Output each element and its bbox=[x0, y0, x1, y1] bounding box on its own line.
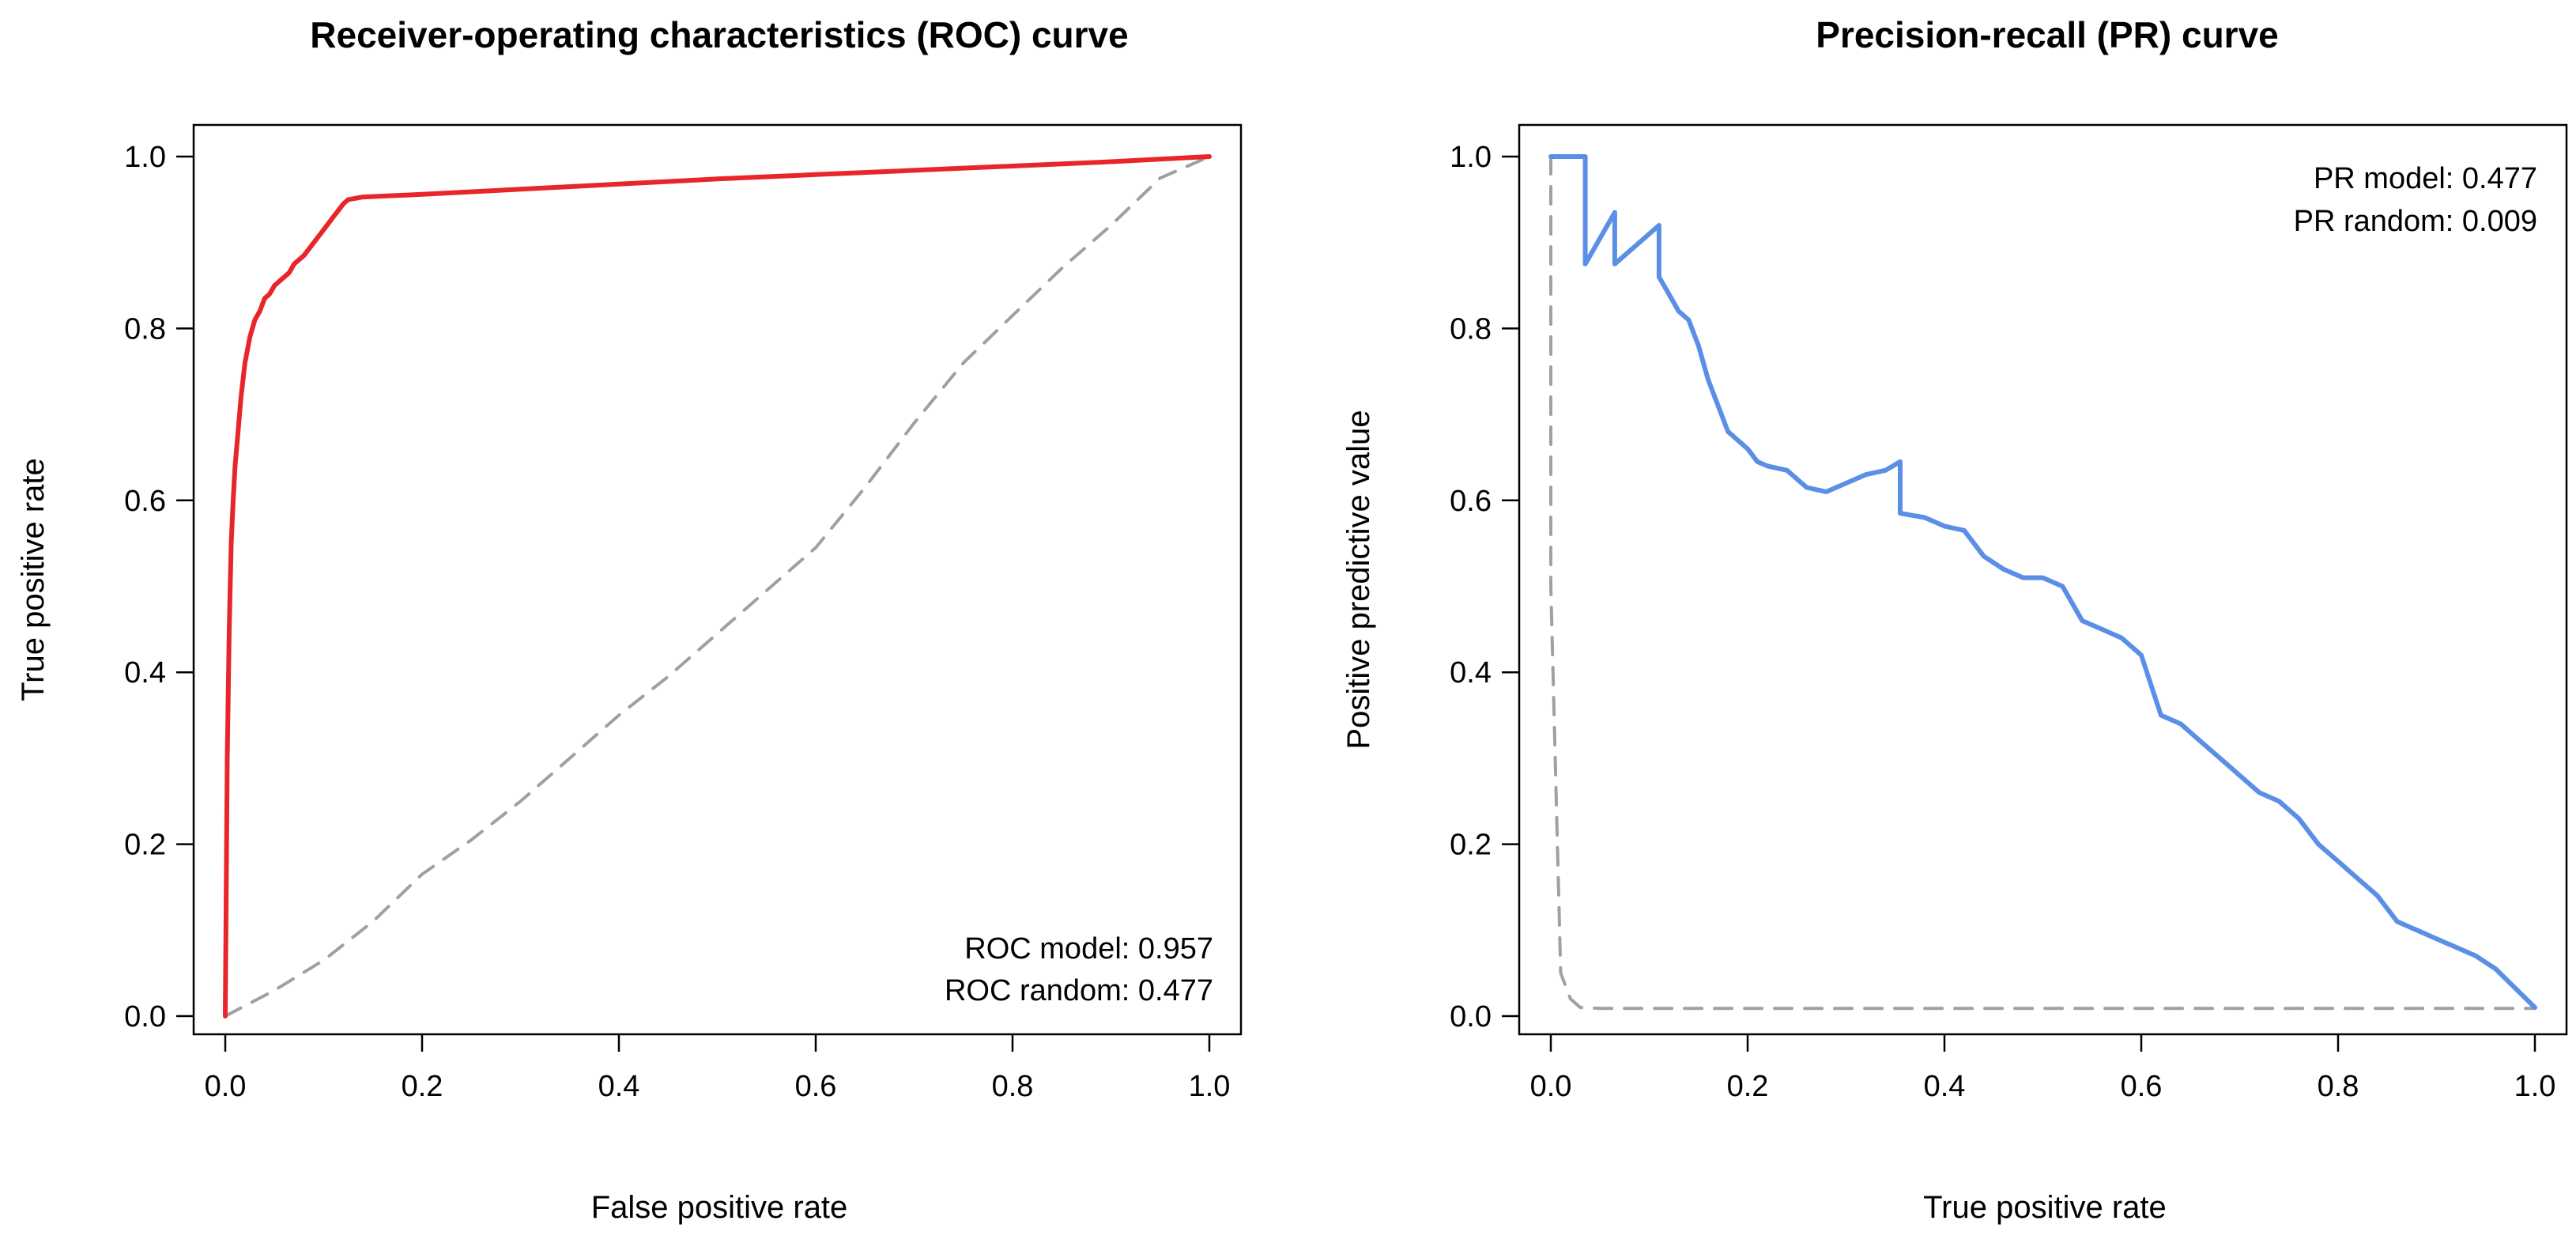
roc-title: Receiver-operating characteristics (ROC)… bbox=[310, 14, 1128, 55]
pr-y-tick-label: 0.8 bbox=[1450, 312, 1492, 346]
roc-plot-frame bbox=[192, 123, 1243, 1036]
pr-title: Precision-recall (PR) curve bbox=[1816, 14, 2278, 55]
pr-y-tick-label: 0.2 bbox=[1450, 829, 1492, 862]
roc-y-tick-label: 1.0 bbox=[124, 141, 166, 174]
pr-y-ticks: 0.0 0.2 0.4 0.6 0.8 1.0 bbox=[1450, 141, 1519, 1033]
roc-y-axis-label: True positive rate bbox=[16, 458, 51, 701]
roc-legend-model: ROC model: 0.957 bbox=[964, 932, 1213, 965]
pr-x-tick-label: 0.6 bbox=[2121, 1070, 2163, 1103]
pr-legend-model: PR model: 0.477 bbox=[2314, 162, 2537, 195]
roc-x-tick-label: 1.0 bbox=[1189, 1070, 1231, 1103]
roc-x-tick-label: 0.6 bbox=[795, 1070, 837, 1103]
roc-legend-random: ROC random: 0.477 bbox=[945, 974, 1213, 1007]
pr-y-axis-label: Positive predictive value bbox=[1341, 410, 1376, 749]
pr-x-tick-label: 0.4 bbox=[1924, 1070, 1966, 1103]
roc-x-tick-label: 0.0 bbox=[205, 1070, 247, 1103]
pr-series-pr-random bbox=[1549, 155, 2536, 1011]
pr-x-tick-label: 0.0 bbox=[1530, 1070, 1572, 1103]
pr-series-pr-model bbox=[1548, 154, 2537, 1011]
pr-x-axis-label: True positive rate bbox=[1923, 1190, 2167, 1225]
pr-y-tick-label: 0.6 bbox=[1450, 485, 1492, 518]
roc-y-tick-label: 0.2 bbox=[124, 829, 166, 862]
roc-x-tick-label: 0.4 bbox=[598, 1070, 640, 1103]
pr-y-tick-label: 0.4 bbox=[1450, 656, 1492, 690]
pr-plot-frame bbox=[1518, 123, 2568, 1036]
pr-legend-random: PR random: 0.009 bbox=[2294, 205, 2537, 238]
roc-y-ticks: 0.0 0.2 0.4 0.6 0.8 1.0 bbox=[124, 141, 194, 1033]
pr-x-tick-label: 1.0 bbox=[2514, 1070, 2556, 1103]
roc-x-axis-label: False positive rate bbox=[591, 1190, 848, 1225]
roc-series-roc-model bbox=[223, 154, 1212, 1018]
roc-x-ticks: 0.0 0.2 0.4 0.6 0.8 1.0 bbox=[205, 1034, 1231, 1103]
pr-y-tick-label: 1.0 bbox=[1450, 141, 1492, 174]
roc-panel: Receiver-operating characteristics (ROC)… bbox=[16, 14, 1243, 1225]
pr-y-tick-label: 0.0 bbox=[1450, 1000, 1492, 1033]
pr-x-tick-label: 0.8 bbox=[2318, 1070, 2359, 1103]
roc-y-tick-label: 0.0 bbox=[124, 1000, 166, 1033]
pr-x-ticks: 0.0 0.2 0.4 0.6 0.8 1.0 bbox=[1530, 1034, 2556, 1103]
roc-series-group bbox=[223, 154, 1212, 1018]
roc-x-tick-label: 0.8 bbox=[992, 1070, 1034, 1103]
pr-panel: Precision-recall (PR) curve 0.0 0.2 0.4 0.6… bbox=[1341, 14, 2568, 1225]
pr-x-tick-label: 0.2 bbox=[1727, 1070, 1769, 1103]
roc-x-tick-label: 0.2 bbox=[402, 1070, 443, 1103]
pr-series-group bbox=[1548, 154, 2537, 1011]
roc-y-tick-label: 0.8 bbox=[124, 312, 166, 346]
roc-series-roc-random bbox=[224, 155, 1211, 1018]
roc-y-tick-label: 0.4 bbox=[124, 656, 166, 690]
roc-y-tick-label: 0.6 bbox=[124, 485, 166, 518]
